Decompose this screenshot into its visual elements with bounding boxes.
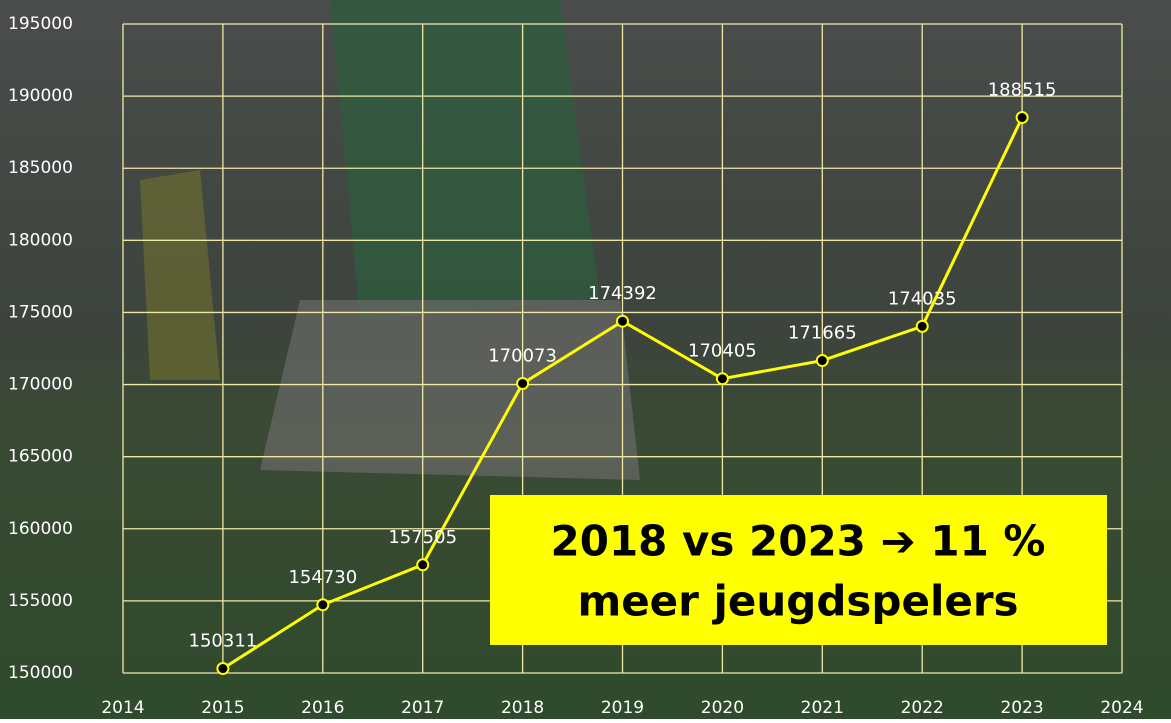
point	[1015, 111, 1029, 125]
x-tick-label: 2021	[801, 698, 844, 718]
point	[416, 558, 430, 572]
y-tick-label: 170000	[8, 375, 73, 395]
annotation: 2018 vs 2023 ➔ 11 %	[551, 517, 1046, 566]
photo-figure	[140, 170, 220, 380]
y-tick-label: 180000	[8, 230, 73, 250]
point	[815, 354, 829, 368]
point	[915, 319, 929, 333]
x-tick-label: 2016	[301, 698, 344, 718]
point	[316, 598, 330, 612]
value-label: 174035	[888, 288, 957, 309]
value-label: 170073	[488, 346, 557, 367]
annotation-box	[490, 495, 1107, 645]
x-tick-label: 2019	[601, 698, 644, 718]
x-tick-label: 2022	[901, 698, 944, 718]
value-label: 188515	[988, 80, 1057, 101]
x-tick-label: 2020	[701, 698, 744, 718]
y-tick-label: 175000	[8, 302, 73, 322]
value-label: 174392	[588, 283, 657, 304]
value-label: 171665	[788, 323, 857, 344]
point	[216, 662, 230, 676]
x-tick-label: 2015	[201, 698, 244, 718]
value-label: 150311	[189, 631, 258, 652]
y-tick-label: 160000	[8, 519, 73, 539]
value-label: 157505	[388, 527, 457, 548]
x-tick-label: 2014	[101, 698, 144, 718]
annotation: meer jeugdspelers	[577, 577, 1018, 626]
y-tick-label: 150000	[8, 663, 73, 683]
y-tick-label: 190000	[8, 86, 73, 106]
photo-jersey	[330, 0, 600, 320]
point	[516, 377, 530, 391]
y-tick-label: 185000	[8, 158, 73, 178]
value-label: 154730	[288, 567, 357, 588]
value-label: 170405	[688, 341, 757, 362]
x-tick-label: 2018	[501, 698, 544, 718]
point	[715, 372, 729, 386]
y-tick-label: 165000	[8, 447, 73, 467]
x-tick-label: 2023	[1000, 698, 1043, 718]
point	[616, 314, 629, 328]
x-tick-label: 2024	[1100, 698, 1143, 718]
y-tick-label: 195000	[8, 14, 73, 34]
photo-shorts	[260, 300, 640, 480]
y-tick-label: 155000	[8, 591, 73, 611]
x-tick-label: 2017	[401, 698, 444, 718]
